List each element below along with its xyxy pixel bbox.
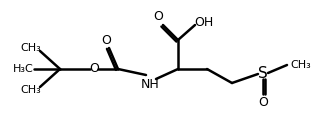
- Text: OH: OH: [194, 17, 214, 30]
- Text: O: O: [153, 10, 163, 23]
- Text: CH₃: CH₃: [20, 85, 41, 95]
- Text: CH₃: CH₃: [20, 43, 41, 53]
- Text: H₃C: H₃C: [12, 64, 33, 74]
- Text: O: O: [101, 34, 111, 47]
- Text: S: S: [258, 67, 268, 82]
- Text: CH₃: CH₃: [291, 60, 311, 70]
- Text: NH: NH: [140, 78, 159, 91]
- Text: O: O: [258, 96, 268, 109]
- Text: O: O: [89, 63, 99, 75]
